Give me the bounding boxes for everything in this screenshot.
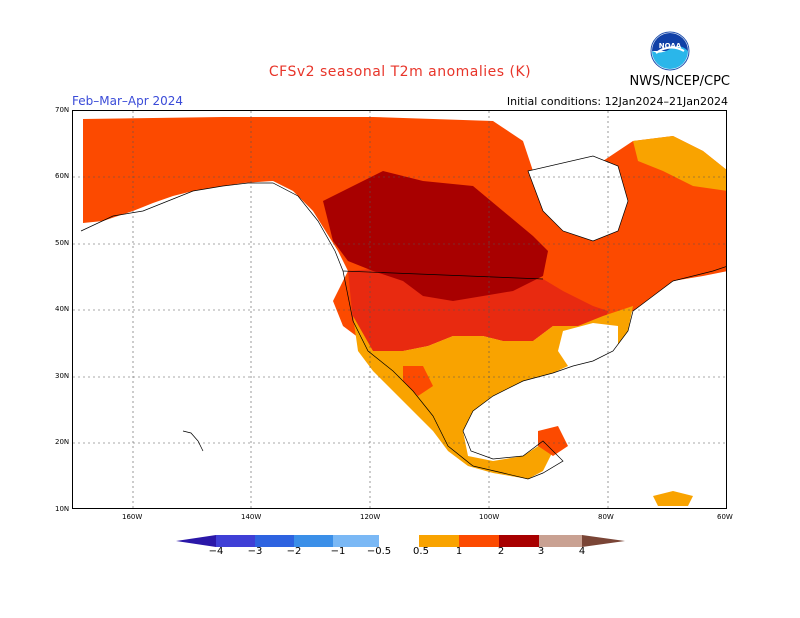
colorbar-cell [419,535,459,547]
lat-label: 40N [55,305,70,313]
colorbar-cell [459,535,499,547]
lat-label: 10N [55,505,70,513]
colorbar-label: −0.5 [366,546,392,557]
neutral-region-southeast [558,323,618,373]
colorbar-cell [176,535,216,547]
lat-label: 30N [55,372,70,380]
lat-label: 20N [55,438,70,446]
forecast-period: Feb–Mar–Apr 2024 [72,94,183,108]
colorbar-label: −3 [247,546,263,557]
colorbar-label: 0.5 [413,546,429,557]
colorbar-cell [379,535,419,547]
anomaly-map [72,110,727,509]
lat-label: 50N [55,239,70,247]
colorbar-cell [255,535,294,547]
colorbar-cell [499,535,539,547]
colorbar-label: 1 [455,546,463,557]
chart-title: CFSv2 seasonal T2m anomalies (K) [268,64,532,80]
lon-label: 120W [360,513,381,521]
lat-label: 60N [55,172,70,180]
colorbar-label: 4 [578,546,586,557]
colorbar-cell [333,535,379,547]
lon-label: 140W [241,513,262,521]
colorbar-label: 2 [497,546,505,557]
noaa-logo-icon: NOAA [650,31,690,71]
agency-label: NWS/NCEP/CPC [629,74,730,89]
lon-label: 160W [122,513,143,521]
lon-label: 80W [598,513,614,521]
colorbar-cell [216,535,255,547]
anomaly-region-core [323,171,548,301]
lat-label: 70N [55,106,70,114]
colorbar-label: −2 [286,546,302,557]
colorbar-label: −1 [330,546,346,557]
svg-text:NOAA: NOAA [659,42,682,50]
colorbar-cell [539,535,582,547]
colorbar-cell [582,535,625,547]
lon-label: 100W [479,513,500,521]
colorbar-label: −4 [208,546,224,557]
colorbar-label: 3 [537,546,545,557]
lon-label: 60W [717,513,733,521]
initial-conditions: Initial conditions: 12Jan2024–21Jan2024 [506,95,728,108]
colorbar-cell [294,535,333,547]
